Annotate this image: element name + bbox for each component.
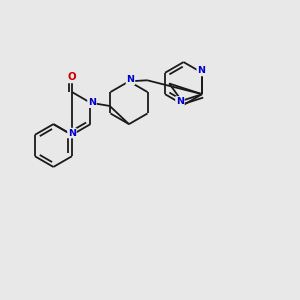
Text: N: N [88, 98, 96, 107]
Text: O: O [68, 72, 76, 82]
Text: N: N [127, 75, 134, 84]
Text: N: N [176, 97, 184, 106]
Text: N: N [68, 129, 76, 138]
Text: N: N [197, 67, 205, 76]
